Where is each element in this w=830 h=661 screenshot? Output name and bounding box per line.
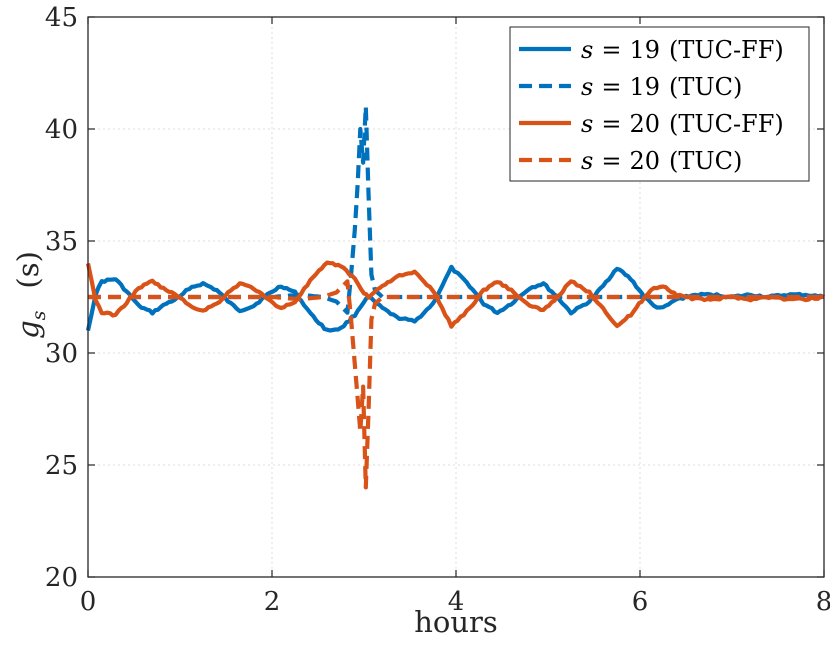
legend-label: s = 20 (TUC-FF) bbox=[581, 110, 784, 138]
y-tick-label: 30 bbox=[45, 339, 78, 369]
legend-entry-3: s = 20 (TUC) bbox=[519, 147, 742, 175]
y-tick-label: 35 bbox=[45, 227, 78, 257]
x-tick-label: 6 bbox=[632, 587, 649, 617]
series-line-3 bbox=[88, 279, 824, 490]
y-axis-label: gs (s) bbox=[11, 251, 50, 339]
y-axis-subscript: s bbox=[28, 310, 50, 320]
legend-entry-1: s = 19 (TUC) bbox=[519, 73, 742, 101]
series-layer bbox=[85, 104, 825, 490]
x-tick-label: 2 bbox=[264, 587, 281, 617]
y-axis-unit: (s) bbox=[11, 251, 45, 289]
tick-labels: 0 2 4 6 8 20 25 30 35 40 45 bbox=[45, 3, 830, 617]
x-tick-label: 4 bbox=[448, 587, 465, 617]
legend-box bbox=[509, 26, 810, 182]
y-tick-label: 20 bbox=[45, 563, 78, 593]
legend-label: s = 19 (TUC-FF) bbox=[581, 36, 784, 64]
x-tick-label: 8 bbox=[816, 587, 830, 617]
y-tick-label: 25 bbox=[45, 451, 78, 481]
axis-ticks bbox=[87, 16, 825, 578]
y-axis-symbol: g bbox=[11, 320, 45, 339]
legend-label: s = 19 (TUC) bbox=[581, 73, 742, 101]
legend: s = 19 (TUC-FF) s = 19 (TUC) s = 20 (TUC-FF) s = 20 (TU… bbox=[509, 26, 810, 182]
legend-entry-0: s = 19 (TUC-FF) bbox=[519, 36, 784, 64]
y-tick-label: 40 bbox=[45, 115, 78, 145]
svg-text:gs(s): gs (s) bbox=[11, 251, 50, 339]
x-tick-label: 0 bbox=[80, 587, 97, 617]
x-axis-label: hours bbox=[414, 605, 498, 639]
legend-label: s = 20 (TUC) bbox=[581, 147, 742, 175]
legend-entry-2: s = 20 (TUC-FF) bbox=[519, 110, 784, 138]
y-tick-label: 45 bbox=[45, 3, 78, 33]
